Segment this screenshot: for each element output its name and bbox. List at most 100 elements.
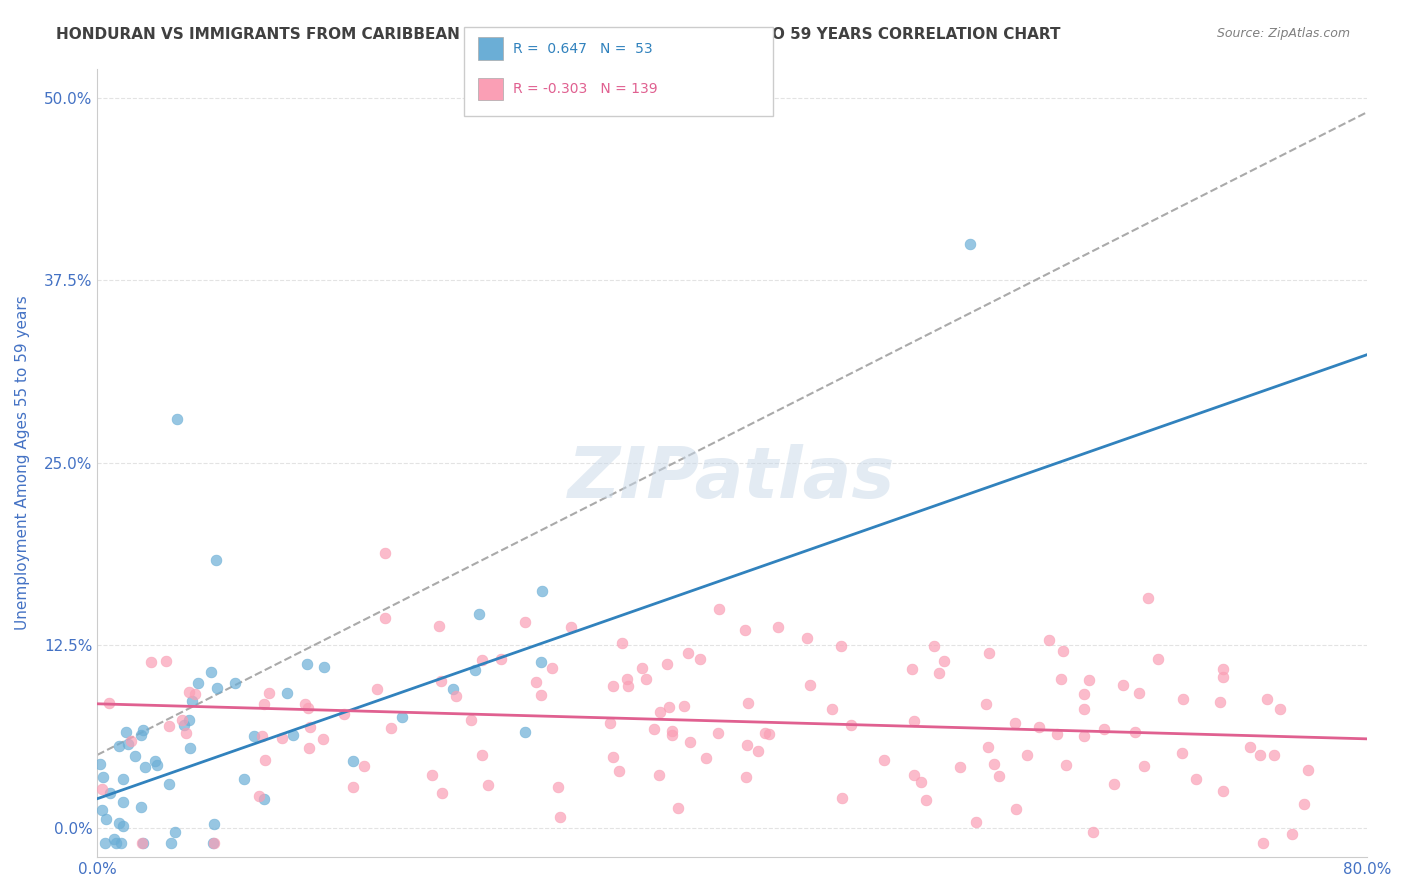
Point [1054,757,1077,772]
Point [974,697,997,711]
Point [661,723,683,738]
Point [294,698,316,712]
Point [366,681,388,696]
Point [107,739,129,753]
Point [1050,672,1073,686]
Y-axis label: Unemployment Among Ages 55 to 59 years: Unemployment Among Ages 55 to 59 years [15,295,30,631]
Point [983,757,1005,772]
Point [1073,729,1095,743]
Point [420,768,443,782]
Point [530,655,553,669]
Point [271,731,294,745]
Point [513,615,536,629]
Point [658,699,681,714]
Point [1077,673,1099,687]
Point [903,714,925,728]
Point [634,672,657,686]
Point [1128,686,1150,700]
Point [342,780,364,794]
Point [114,725,136,739]
Point [253,697,276,711]
Point [132,836,155,850]
Point [1208,695,1230,709]
Point [910,774,932,789]
Point [183,687,205,701]
Point [560,620,582,634]
Point [735,738,758,752]
Point [163,825,186,839]
Point [1212,784,1234,798]
Point [471,653,494,667]
Point [111,795,134,809]
Point [207,681,229,695]
Point [1104,777,1126,791]
Point [242,729,264,743]
Point [602,750,624,764]
Point [1249,747,1271,762]
Point [177,713,200,727]
Point [157,719,180,733]
Point [695,750,717,764]
Point [616,672,638,686]
Point [928,665,950,680]
Point [157,777,180,791]
Point [146,758,169,772]
Point [1112,678,1135,692]
Point [427,619,450,633]
Point [872,753,894,767]
Point [1296,764,1319,778]
Point [672,699,695,714]
Point [1005,801,1028,815]
Point [1081,825,1104,839]
Point [796,631,818,645]
Point [353,759,375,773]
Point [1212,662,1234,676]
Point [134,760,156,774]
Point [617,679,640,693]
Point [202,836,225,850]
Point [599,716,621,731]
Point [737,697,759,711]
Point [1185,772,1208,787]
Point [430,787,453,801]
Point [444,690,467,704]
Point [460,713,482,727]
Point [530,689,553,703]
Point [932,654,955,668]
Point [1136,591,1159,605]
Point [1212,670,1234,684]
Point [676,646,699,660]
Point [1046,727,1069,741]
Point [374,610,396,624]
Point [1256,691,1278,706]
Point [735,770,758,784]
Point [648,705,671,719]
Point [94,836,117,850]
Point [524,675,547,690]
Point [468,607,491,621]
Point [610,636,633,650]
Point [747,744,769,758]
Point [202,836,225,850]
Point [547,780,569,794]
Point [1268,702,1291,716]
Point [515,725,537,739]
Point [174,726,197,740]
Point [965,814,987,829]
Point [90,803,112,817]
Point [1263,748,1285,763]
Point [1147,652,1170,666]
Point [1239,740,1261,755]
Point [112,772,135,787]
Point [959,236,981,251]
Point [977,740,1000,755]
Point [430,673,453,688]
Point [139,656,162,670]
Point [1073,702,1095,716]
Point [1133,758,1156,772]
Point [477,778,499,792]
Point [734,623,756,637]
Point [831,790,853,805]
Point [766,620,789,634]
Point [312,660,335,674]
